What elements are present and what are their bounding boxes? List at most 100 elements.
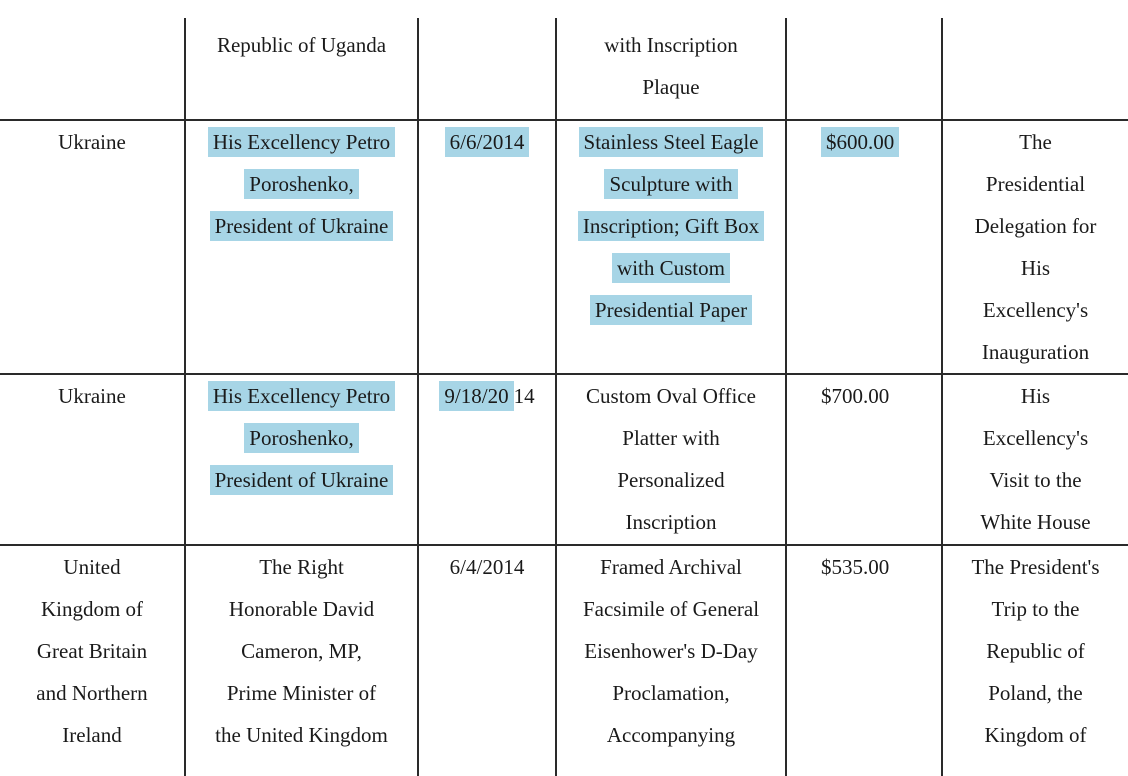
text: Kingdom of bbox=[40, 597, 144, 621]
text-line: President of Ukraine bbox=[186, 205, 417, 247]
country-cell: Ukraine bbox=[0, 374, 186, 546]
text: The Right bbox=[259, 555, 344, 579]
text-line: Honorable David bbox=[186, 588, 417, 630]
text: Poland, the bbox=[988, 681, 1083, 705]
text-line: Poroshenko, bbox=[186, 417, 417, 459]
text-line: with Custom bbox=[557, 247, 785, 289]
text-line: White House bbox=[943, 501, 1128, 543]
text-line: Framed Archival bbox=[557, 546, 785, 588]
value-cell: $700.00 bbox=[785, 374, 943, 546]
occasion-cell: The President's Trip to the Republic of Pol… bbox=[941, 545, 1128, 776]
text: Ireland bbox=[62, 723, 122, 747]
text-line bbox=[0, 24, 184, 66]
highlighted-text: 6/6/2014 bbox=[444, 127, 530, 157]
text-line: Personalized bbox=[557, 459, 785, 501]
gift-description-cell: Custom Oval Office Platter with Personaliz… bbox=[555, 374, 787, 546]
highlighted-text: His Excellency Petro bbox=[207, 127, 396, 157]
text-line: Trip to the bbox=[943, 588, 1128, 630]
text-line: 6/4/2014 bbox=[419, 546, 555, 588]
highlighted-text: Poroshenko, bbox=[244, 169, 359, 199]
text-line: His Excellency Petro bbox=[186, 121, 417, 163]
text-line: Facsimile of General bbox=[557, 588, 785, 630]
text: Ukraine bbox=[58, 384, 126, 408]
text: Inscription bbox=[625, 510, 717, 534]
text: Facsimile of General bbox=[582, 597, 760, 621]
text-line: Kingdom of bbox=[0, 588, 184, 630]
text-line: Republic of bbox=[943, 630, 1128, 672]
country-cell: United Kingdom of Great Britain and Norther… bbox=[0, 545, 186, 776]
text-line: Accompanying bbox=[557, 714, 785, 756]
highlighted-text: Stainless Steel Eagle bbox=[578, 127, 764, 157]
text: Proclamation, bbox=[612, 681, 730, 705]
text-line: Proclamation, bbox=[557, 672, 785, 714]
recipient-cell: The Right Honorable David Cameron, MP, Prim… bbox=[184, 545, 419, 776]
text: Trip to the bbox=[991, 597, 1080, 621]
text-line: 6/6/2014 bbox=[419, 121, 555, 163]
text-line: and Northern bbox=[0, 672, 184, 714]
country-cell bbox=[0, 18, 186, 121]
highlighted-text: $600.00 bbox=[821, 127, 900, 157]
text-line: $535.00 bbox=[821, 546, 941, 588]
text-line: Ukraine bbox=[0, 121, 184, 163]
text-line: Visit to the bbox=[943, 459, 1128, 501]
date-cell: 6/6/2014 bbox=[417, 120, 557, 375]
text-line: Great Britain bbox=[0, 630, 184, 672]
text: United bbox=[63, 555, 121, 579]
gift-description-cell: Framed Archival Facsimile of General Eisen… bbox=[555, 545, 787, 776]
text: Eisenhower's D-Day bbox=[584, 639, 758, 663]
text-line: Excellency's bbox=[943, 417, 1128, 459]
text-line: Inscription; Gift Box bbox=[557, 205, 785, 247]
highlighted-text: President of Ukraine bbox=[209, 465, 394, 495]
recipient-cell: Republic of Uganda bbox=[184, 18, 419, 121]
text: and Northern bbox=[36, 681, 148, 705]
text: Plaque bbox=[642, 75, 700, 99]
text-line: His bbox=[943, 247, 1128, 289]
highlighted-text: Poroshenko, bbox=[244, 423, 359, 453]
highlighted-text: Sculpture with bbox=[604, 169, 738, 199]
text: Personalized bbox=[617, 468, 725, 492]
text: Ukraine bbox=[58, 130, 126, 154]
text: White House bbox=[980, 510, 1091, 534]
text-line: Prime Minister of bbox=[186, 672, 417, 714]
text: Great Britain bbox=[36, 639, 148, 663]
occasion-cell bbox=[941, 18, 1128, 121]
text-line: Custom Oval Office bbox=[557, 375, 785, 417]
text-line: Cameron, MP, bbox=[186, 630, 417, 672]
text-line: 9/18/20 14 bbox=[419, 375, 555, 417]
text-line: Presidential Paper bbox=[557, 289, 785, 331]
text: 14 bbox=[513, 384, 535, 408]
text: Inauguration bbox=[981, 340, 1090, 364]
text-line: $600.00 bbox=[821, 121, 941, 163]
table-row: Ukraine His Excellency Petro Poroshenko, Pr… bbox=[0, 374, 1128, 546]
text-line: His Excellency Petro bbox=[186, 375, 417, 417]
text-line: The bbox=[943, 121, 1128, 163]
text: Excellency's bbox=[982, 426, 1089, 450]
text-line: Delegation for bbox=[943, 205, 1128, 247]
text: $535.00 bbox=[821, 555, 890, 579]
value-cell: $600.00 bbox=[785, 120, 943, 375]
date-cell bbox=[417, 18, 557, 121]
text: Visit to the bbox=[989, 468, 1082, 492]
text-line: $700.00 bbox=[821, 375, 941, 417]
highlighted-text: Inscription; Gift Box bbox=[577, 211, 765, 241]
text-line: President of Ukraine bbox=[186, 459, 417, 501]
text-line: Poroshenko, bbox=[186, 163, 417, 205]
highlighted-text: President of Ukraine bbox=[209, 211, 394, 241]
text: Kingdom of bbox=[984, 723, 1087, 747]
text: Framed Archival bbox=[600, 555, 742, 579]
text: the United Kingdom bbox=[215, 723, 388, 747]
occasion-cell: The Presidential Delegation for His Excellen… bbox=[941, 120, 1128, 375]
text-line: Stainless Steel Eagle bbox=[557, 121, 785, 163]
text-line: the United Kingdom bbox=[186, 714, 417, 756]
table-row: United Kingdom of Great Britain and Norther… bbox=[0, 545, 1128, 776]
text-line: with Inscription bbox=[557, 24, 785, 66]
text-line: His bbox=[943, 375, 1128, 417]
text-line: The Right bbox=[186, 546, 417, 588]
text: Cameron, MP, bbox=[241, 639, 362, 663]
highlighted-text: 9/18/20 bbox=[439, 381, 514, 411]
text-line: Inauguration bbox=[943, 331, 1128, 373]
recipient-cell: His Excellency Petro Poroshenko, President… bbox=[184, 120, 419, 375]
occasion-cell: His Excellency's Visit to the White House bbox=[941, 374, 1128, 546]
text-line: Eisenhower's D-Day bbox=[557, 630, 785, 672]
text-line: Sculpture with bbox=[557, 163, 785, 205]
